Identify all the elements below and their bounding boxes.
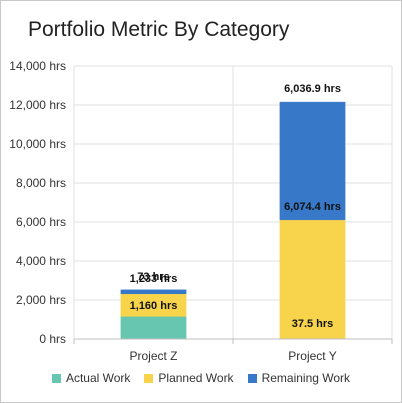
legend-swatch [144, 373, 154, 383]
data-label: 6,074.4 hrs [284, 201, 341, 213]
total-label: 1,233 hrs [130, 273, 178, 285]
bar-segment [120, 289, 187, 295]
legend-item: Planned Work [144, 371, 234, 385]
y-tick-label: 10,000 hrs [9, 137, 66, 151]
y-tick-label: 2,000 hrs [16, 293, 66, 307]
y-tick-label: 14,000 hrs [9, 59, 66, 73]
legend-item: Remaining Work [247, 371, 351, 385]
y-tick-label: 12,000 hrs [9, 98, 66, 112]
legend-label: Remaining Work [261, 371, 351, 385]
y-tick-label: 8,000 hrs [16, 176, 66, 190]
y-tick-label: 4,000 hrs [16, 254, 66, 268]
data-label: 1,160 hrs [130, 300, 178, 312]
data-label: 73 hrs [137, 271, 169, 283]
legend-item: Actual Work [51, 371, 131, 385]
x-axis: Project Z Project Y [73, 338, 393, 363]
y-axis: 0 hrs 2,000 hrs 4,000 hrs 6,000 hrs 8,000 hr… [9, 59, 66, 346]
y-tick-label: 0 hrs [39, 332, 66, 346]
total-label: 6,036.9 hrs [284, 83, 341, 95]
bar-segment [279, 219, 346, 339]
x-tick-label: Project Y [288, 349, 336, 363]
legend-swatch [247, 373, 257, 383]
legend-label: Actual Work [65, 371, 131, 385]
chart-title: Portfolio Metric By Category [28, 18, 290, 41]
data-label: 37.5 hrs [292, 318, 334, 330]
bar-segment [120, 316, 187, 340]
bar-segment [279, 101, 346, 221]
bars [120, 101, 346, 340]
x-tick-label: Project Z [129, 349, 177, 363]
legend: Actual Work Planned Work Remaining Work [0, 371, 402, 385]
y-tick-label: 6,000 hrs [16, 215, 66, 229]
legend-label: Planned Work [158, 371, 234, 385]
legend-swatch [51, 373, 61, 383]
